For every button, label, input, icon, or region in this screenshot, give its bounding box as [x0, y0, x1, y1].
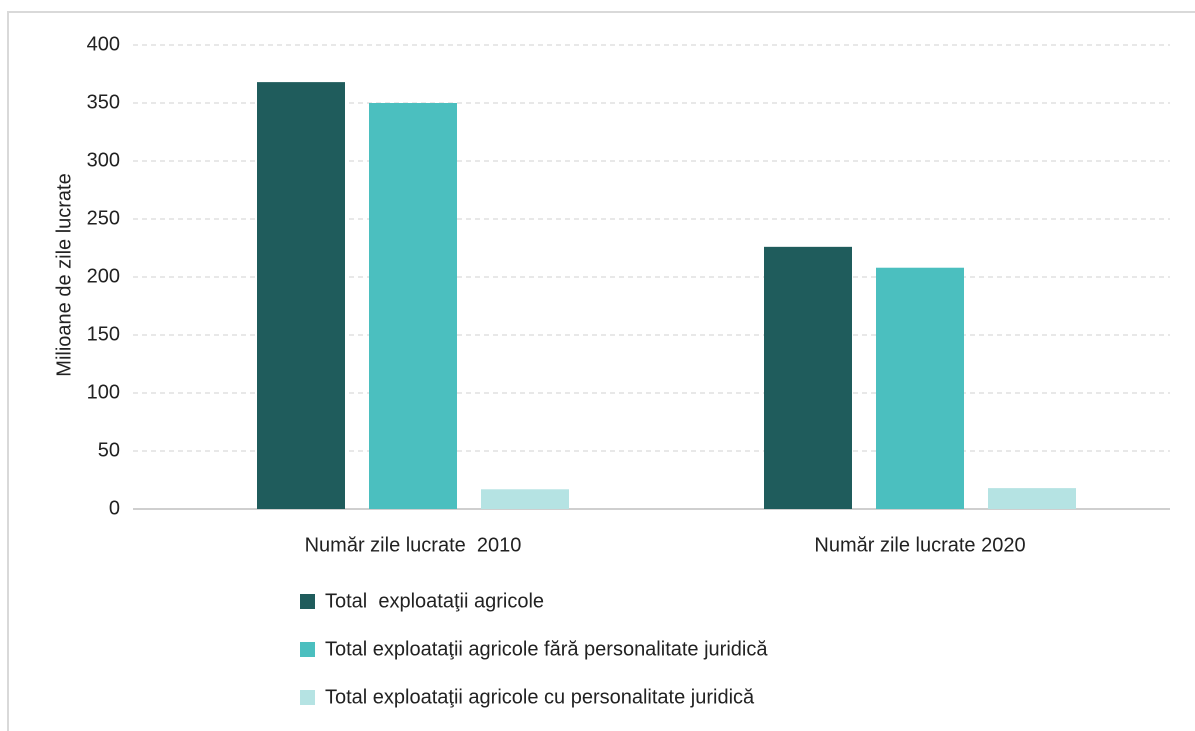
y-tick-label: 300 [87, 149, 120, 171]
legend-label: Total exploataţii agricole fără personal… [325, 638, 768, 660]
y-tick-label: 350 [87, 91, 120, 113]
x-tick-label: Număr zile lucrate 2010 [305, 534, 522, 556]
legend-label: Total exploataţii agricole cu personalit… [325, 686, 755, 708]
y-tick-label: 400 [87, 33, 120, 55]
y-tick-label: 50 [98, 439, 120, 461]
y-tick-label: 0 [109, 497, 120, 519]
y-axis-title: Milioane de zile lucrate [53, 173, 75, 376]
chart-frame [7, 11, 1195, 731]
y-tick-label: 150 [87, 323, 120, 345]
legend-swatch [300, 594, 315, 609]
y-tick-label: 100 [87, 381, 120, 403]
bar [257, 82, 345, 510]
y-tick-label: 250 [87, 207, 120, 229]
legend-swatch [300, 642, 315, 657]
y-tick-label: 200 [87, 265, 120, 287]
x-tick-label: Număr zile lucrate 2020 [814, 534, 1025, 556]
bar [988, 488, 1076, 509]
bar [764, 246, 852, 509]
bar [481, 489, 569, 509]
bar [876, 267, 964, 509]
legend-swatch [300, 690, 315, 705]
bar [369, 103, 457, 509]
legend-label: Total exploataţii agricole [325, 590, 544, 612]
